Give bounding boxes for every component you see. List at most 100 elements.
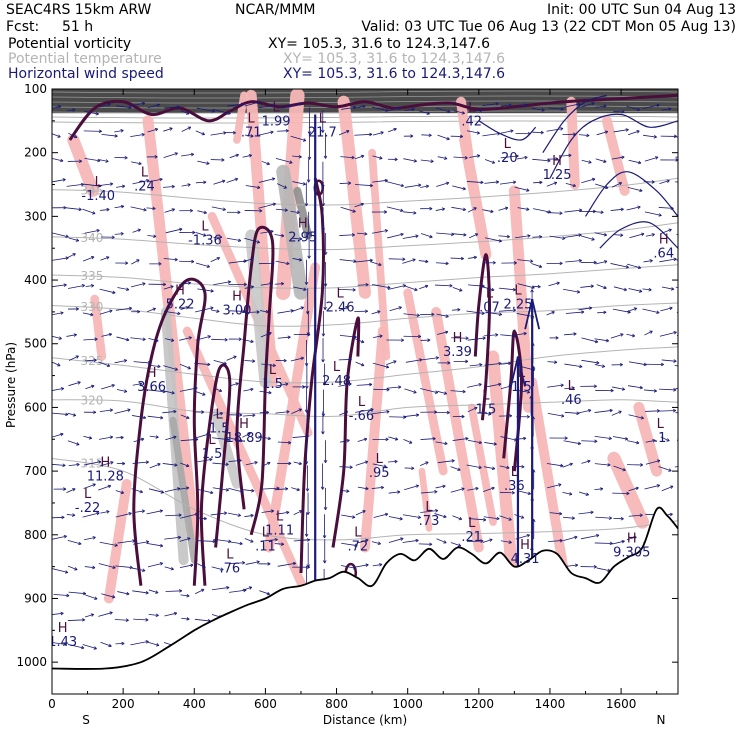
wind-vector	[546, 463, 564, 467]
wind-vector	[611, 156, 625, 160]
wind-arrowhead	[224, 337, 228, 342]
wind-arrowhead	[687, 616, 690, 619]
wind-vector	[562, 463, 573, 468]
wind-vector	[482, 412, 492, 415]
wind-arrowhead	[287, 104, 292, 109]
pv-shading-pink	[467, 403, 497, 526]
wind-arrowhead	[683, 567, 686, 570]
wind-arrowhead	[121, 184, 126, 189]
wind-arrowhead	[492, 260, 496, 265]
wind-vector	[52, 133, 61, 138]
wind-vector	[421, 134, 432, 136]
wind-arrowhead	[397, 490, 401, 494]
wind-vector	[628, 414, 644, 419]
wind-vector	[354, 338, 365, 343]
pv-shading-pink	[103, 478, 132, 604]
wind-arrowhead	[306, 511, 310, 515]
wind-vector	[388, 538, 404, 543]
wind-vector	[68, 132, 78, 138]
wind-arrowhead	[247, 432, 251, 436]
wind-arrowhead	[170, 338, 175, 342]
pv-shading-grey	[169, 416, 198, 564]
wind-arrowhead	[155, 338, 159, 343]
upper-band-contour	[52, 115, 678, 119]
wind-arrowhead	[114, 134, 118, 138]
wind-arrowhead	[393, 127, 397, 132]
wind-vector	[581, 359, 600, 364]
wind-arrowhead	[137, 228, 141, 232]
wind-arrowhead	[98, 129, 102, 134]
wind-arrowhead	[539, 180, 543, 185]
wind-vector	[627, 440, 640, 444]
wind-arrowhead	[653, 389, 657, 393]
wind-arrowhead	[235, 153, 239, 158]
wind-vector	[148, 364, 161, 368]
wind-vector	[101, 133, 118, 137]
wind-vector	[114, 409, 131, 414]
wind-vector	[258, 178, 275, 183]
wind-arrowhead	[72, 253, 76, 257]
wind-vector	[386, 360, 397, 366]
wind-vector	[419, 461, 429, 466]
pv-extremum-type: L	[262, 525, 270, 540]
wind-vector	[181, 617, 190, 620]
wind-arrowhead	[462, 186, 466, 191]
y-tick-label: 300	[24, 209, 47, 223]
wind-arrowhead	[90, 256, 95, 260]
wind-vector	[132, 229, 141, 233]
wind-arrowhead	[192, 230, 196, 235]
wind-vector	[133, 510, 145, 513]
wind-vector	[242, 311, 260, 313]
wind-arrowhead	[125, 618, 129, 622]
wind-arrowhead	[635, 440, 640, 445]
wind-arrowhead	[296, 210, 300, 215]
wind-arrowhead	[360, 154, 365, 159]
wind-arrowhead	[670, 485, 674, 489]
wind-arrowhead	[320, 129, 325, 133]
wind-arrowhead	[413, 390, 417, 394]
wind-arrowhead	[76, 442, 80, 446]
wind-vector	[179, 487, 189, 490]
wind-vector	[67, 565, 78, 571]
wind-arrowhead	[173, 435, 177, 439]
pv-shading-pink	[527, 376, 570, 578]
wind-arrowhead	[621, 155, 625, 160]
pv-extremum-value: -1.36	[188, 234, 222, 249]
wind-arrowhead	[307, 156, 312, 160]
wind-vector	[117, 540, 136, 544]
wind-vector	[52, 158, 64, 162]
wind-vector	[610, 263, 629, 268]
wind-arrowhead	[498, 312, 503, 316]
wind-arrowhead	[465, 336, 469, 340]
wind-arrowhead	[299, 102, 303, 106]
wind-arrowhead	[125, 261, 129, 265]
wind-vector	[258, 203, 276, 209]
wind-arrowhead	[636, 130, 640, 134]
y-tick-label: 900	[24, 591, 47, 605]
wind-arrowhead	[571, 386, 575, 390]
wind-arrowhead	[147, 361, 151, 365]
wind-vector	[227, 103, 244, 107]
wind-vector	[548, 107, 564, 110]
wind-arrowhead	[122, 461, 126, 466]
wind-vector	[565, 260, 582, 263]
wind-arrowhead	[559, 211, 563, 215]
wind-arrowhead	[177, 311, 181, 316]
wind-vector	[610, 208, 624, 211]
wind-vector	[242, 432, 251, 438]
pv-extremum-type: L	[568, 379, 576, 394]
wind-vector	[52, 387, 64, 391]
wind-arrowhead	[120, 129, 124, 133]
wind-arrowhead	[434, 390, 439, 394]
wind-arrowhead	[504, 206, 509, 211]
wind-vector	[450, 542, 461, 547]
wind-arrowhead	[58, 336, 62, 340]
init-time: Init: 00 UTC Sun 04 Aug 13	[547, 2, 736, 18]
wind-vector	[562, 516, 575, 519]
wind-vector	[164, 208, 175, 213]
wind-arrowhead	[289, 160, 293, 164]
wind-arrowhead	[560, 127, 564, 131]
wind-vector	[546, 212, 563, 214]
wind-arrowhead	[618, 182, 623, 186]
wind-vector	[245, 134, 254, 137]
